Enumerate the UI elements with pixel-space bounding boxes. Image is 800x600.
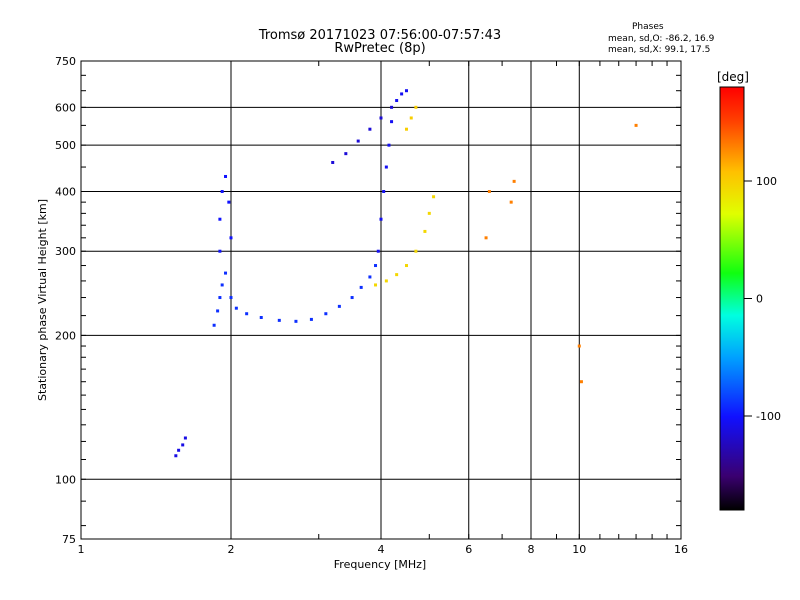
- data-point: [579, 380, 583, 384]
- data-point: [376, 249, 380, 253]
- data-point: [229, 296, 233, 300]
- data-point: [224, 174, 228, 178]
- data-point: [390, 105, 394, 109]
- phase-title: Phases: [632, 22, 664, 32]
- colorbar-label: [deg]: [717, 70, 749, 84]
- data-point: [395, 99, 399, 103]
- phase-o-stats: mean, sd,O: -86.2, 16.9: [608, 34, 715, 44]
- data-point: [368, 275, 372, 279]
- data-point: [344, 152, 348, 156]
- data-point: [277, 318, 281, 322]
- data-points: [174, 89, 638, 458]
- x-tick-label: 1: [78, 543, 85, 556]
- data-point: [374, 264, 378, 268]
- data-point: [224, 271, 228, 275]
- y-tick-label: 75: [62, 533, 76, 546]
- data-point: [512, 179, 516, 183]
- data-point: [356, 139, 360, 143]
- data-point: [350, 296, 354, 300]
- colorbar-tick-label: 0: [756, 293, 763, 306]
- data-point: [414, 249, 418, 253]
- x-tick-label: 4: [378, 543, 385, 556]
- data-point: [177, 448, 181, 452]
- colorbar-tick-label: -100: [756, 410, 781, 423]
- data-point: [509, 200, 513, 204]
- data-point: [220, 189, 224, 193]
- data-point: [234, 306, 238, 310]
- y-axis-label: Stationary phase Virtual Height [km]: [36, 199, 49, 401]
- axis-ticks: 1 2 4 6 8 10 16 75 100 200 300 400 500 600 750: [55, 55, 688, 556]
- data-point: [227, 200, 231, 204]
- data-point: [359, 285, 363, 289]
- data-point: [427, 211, 431, 215]
- data-point: [404, 89, 408, 93]
- data-point: [245, 312, 249, 316]
- y-tick-label: 600: [55, 101, 76, 114]
- data-point: [387, 143, 391, 147]
- data-point: [324, 312, 328, 316]
- x-axis-label: Frequency [MHz]: [334, 558, 426, 571]
- y-tick-label: 400: [55, 185, 76, 198]
- data-point: [220, 283, 224, 287]
- x-tick-label: 2: [228, 543, 235, 556]
- data-point: [309, 317, 313, 321]
- data-point: [374, 283, 378, 287]
- colorbar-tick-label: 100: [756, 175, 777, 188]
- data-point: [384, 279, 388, 283]
- grid-lines: [81, 61, 681, 539]
- colorbar-ticks: 100 0 -100: [744, 175, 781, 423]
- phase-x-stats: mean, sd,X: 99.1, 17.5: [608, 45, 711, 55]
- data-point: [384, 165, 388, 169]
- data-point: [390, 120, 394, 124]
- y-tick-label: 200: [55, 329, 76, 342]
- data-point: [294, 319, 298, 323]
- data-point: [487, 189, 491, 193]
- data-point: [259, 315, 263, 319]
- x-tick-label: 8: [528, 543, 535, 556]
- data-point: [382, 189, 386, 193]
- y-tick-label: 500: [55, 139, 76, 152]
- data-point: [216, 309, 220, 313]
- colorbar: [719, 86, 745, 511]
- data-point: [174, 454, 178, 458]
- data-point: [331, 160, 335, 164]
- data-point: [218, 217, 222, 221]
- y-tick-label: 100: [55, 473, 76, 486]
- data-point: [379, 116, 383, 120]
- data-point: [414, 105, 418, 109]
- data-point: [379, 217, 383, 221]
- data-point: [634, 123, 638, 127]
- data-point: [404, 264, 408, 268]
- data-point: [423, 229, 427, 233]
- chart-title: Tromsø 20171023 07:56:00-07:57:43: [258, 28, 502, 43]
- data-point: [183, 436, 187, 440]
- data-point: [181, 443, 185, 447]
- data-point: [395, 273, 399, 277]
- x-tick-label: 10: [572, 543, 586, 556]
- data-point: [409, 116, 413, 120]
- data-point: [212, 323, 216, 327]
- data-point: [400, 92, 404, 96]
- data-point: [484, 236, 488, 240]
- y-tick-label: 750: [55, 55, 76, 68]
- x-tick-label: 16: [674, 543, 688, 556]
- data-point: [337, 304, 341, 308]
- data-point: [229, 236, 233, 240]
- data-point: [577, 344, 581, 348]
- y-tick-label: 300: [55, 245, 76, 258]
- data-point: [368, 127, 372, 131]
- data-point: [404, 127, 408, 131]
- x-tick-label: 6: [465, 543, 472, 556]
- data-point: [218, 296, 222, 300]
- chart-subtitle: RwPretec (8p): [334, 41, 426, 56]
- data-point: [218, 249, 222, 253]
- data-point: [432, 195, 436, 199]
